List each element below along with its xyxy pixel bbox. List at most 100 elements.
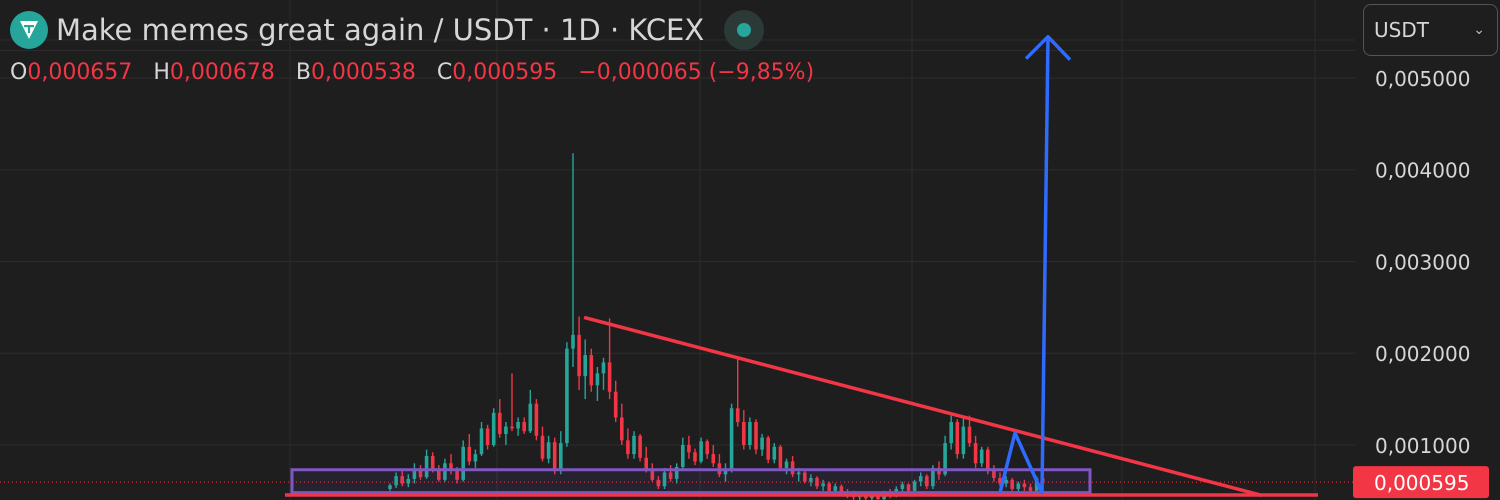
candle-body bbox=[662, 472, 667, 487]
candle-body bbox=[626, 440, 630, 455]
candle bbox=[790, 455, 795, 478]
ohlc-high-label: H bbox=[153, 60, 170, 85]
candle-body bbox=[778, 446, 783, 468]
candle-body bbox=[900, 484, 905, 489]
candle-body bbox=[705, 441, 709, 455]
candle-body bbox=[754, 422, 758, 450]
candle bbox=[1022, 479, 1027, 491]
candle-body bbox=[510, 426, 514, 429]
candle bbox=[638, 433, 642, 462]
candle bbox=[504, 422, 508, 445]
candle bbox=[705, 439, 709, 459]
market-status-icon[interactable] bbox=[724, 10, 765, 50]
candle-body bbox=[400, 476, 404, 484]
candle-body bbox=[620, 417, 624, 441]
candle-body bbox=[979, 449, 984, 464]
candle bbox=[394, 472, 398, 489]
price-tick-label: 0,004000 bbox=[1375, 159, 1470, 183]
candle-body bbox=[1004, 479, 1008, 484]
candle-body bbox=[925, 476, 929, 487]
candle bbox=[546, 435, 551, 464]
ohlc-change: −0,000065 (−9,85%) bbox=[578, 60, 815, 85]
candle bbox=[760, 433, 764, 456]
candle bbox=[650, 463, 655, 482]
candle bbox=[1016, 481, 1021, 493]
candle-body bbox=[986, 449, 990, 471]
candle-body bbox=[931, 467, 935, 487]
candle bbox=[571, 153, 575, 367]
candle-body bbox=[723, 470, 728, 475]
candle-body bbox=[479, 428, 484, 455]
candle bbox=[949, 415, 953, 450]
price-tick-label: 0,005000 bbox=[1375, 67, 1470, 91]
breakout-arrow bbox=[998, 36, 1050, 495]
candle bbox=[693, 448, 697, 466]
candle bbox=[809, 474, 813, 487]
candle bbox=[992, 465, 996, 482]
candle-body bbox=[412, 468, 417, 479]
candle bbox=[772, 443, 777, 464]
candle bbox=[711, 444, 716, 467]
candle-body bbox=[827, 483, 831, 491]
candle-body bbox=[784, 461, 789, 468]
token-logo-icon bbox=[10, 11, 48, 49]
candle-body bbox=[540, 435, 545, 459]
candle-body bbox=[632, 435, 636, 455]
candle bbox=[552, 437, 557, 475]
ohlc-high-value: 0,000678 bbox=[169, 60, 275, 85]
candle-body bbox=[949, 422, 953, 444]
candle-body bbox=[577, 334, 581, 377]
candle bbox=[540, 426, 545, 462]
candle bbox=[815, 476, 819, 489]
candle-body bbox=[876, 496, 880, 500]
arrow-head bbox=[1024, 34, 1072, 61]
candle-body bbox=[638, 435, 642, 458]
candle bbox=[498, 399, 502, 438]
candle-body bbox=[943, 443, 947, 475]
candle-body bbox=[461, 446, 465, 480]
candle bbox=[522, 417, 526, 434]
candle-body bbox=[424, 455, 429, 478]
chart-header: Make memes great again / USDT · 1D · KCE… bbox=[10, 10, 814, 85]
candle bbox=[925, 474, 929, 489]
candle bbox=[437, 465, 441, 482]
candle bbox=[479, 422, 484, 456]
candle-body bbox=[552, 442, 557, 471]
candle bbox=[461, 440, 465, 482]
candle-body bbox=[912, 481, 917, 491]
candle bbox=[485, 424, 490, 450]
symbol-title[interactable]: Make memes great again / USDT · 1D · KCE… bbox=[56, 13, 705, 47]
candle bbox=[900, 481, 905, 493]
candle bbox=[955, 419, 960, 459]
candle bbox=[412, 463, 417, 484]
candle bbox=[1004, 476, 1008, 488]
candle-body bbox=[534, 403, 539, 436]
candle-series bbox=[388, 153, 1045, 500]
candle-body bbox=[998, 477, 1002, 484]
candle-body bbox=[589, 355, 594, 386]
candle-body bbox=[613, 391, 618, 418]
candle-body bbox=[467, 446, 472, 462]
candle-body bbox=[1022, 483, 1027, 488]
candle bbox=[827, 481, 831, 493]
price-axis[interactable]: 0,005000 0,004000 0,003000 0,002000 0,001000… bbox=[1353, 0, 1500, 500]
candle-body bbox=[601, 362, 606, 374]
candle-body bbox=[711, 454, 716, 464]
candle-body bbox=[821, 483, 825, 487]
candle-body bbox=[955, 422, 960, 455]
candle-body bbox=[687, 444, 691, 453]
candle-body bbox=[607, 362, 612, 392]
candle-body bbox=[961, 426, 966, 455]
candle bbox=[687, 435, 691, 459]
candle-body bbox=[815, 477, 819, 487]
candle bbox=[998, 472, 1002, 487]
candle bbox=[577, 316, 581, 390]
ohlc-low-value: 0,000538 bbox=[310, 60, 416, 85]
candle bbox=[595, 366, 600, 401]
currency-selector[interactable]: USDT ⌄ bbox=[1363, 4, 1498, 56]
ohlc-low-label: B bbox=[295, 60, 311, 85]
candle bbox=[729, 403, 734, 473]
candle-body bbox=[803, 472, 807, 482]
candle-body bbox=[394, 476, 398, 486]
